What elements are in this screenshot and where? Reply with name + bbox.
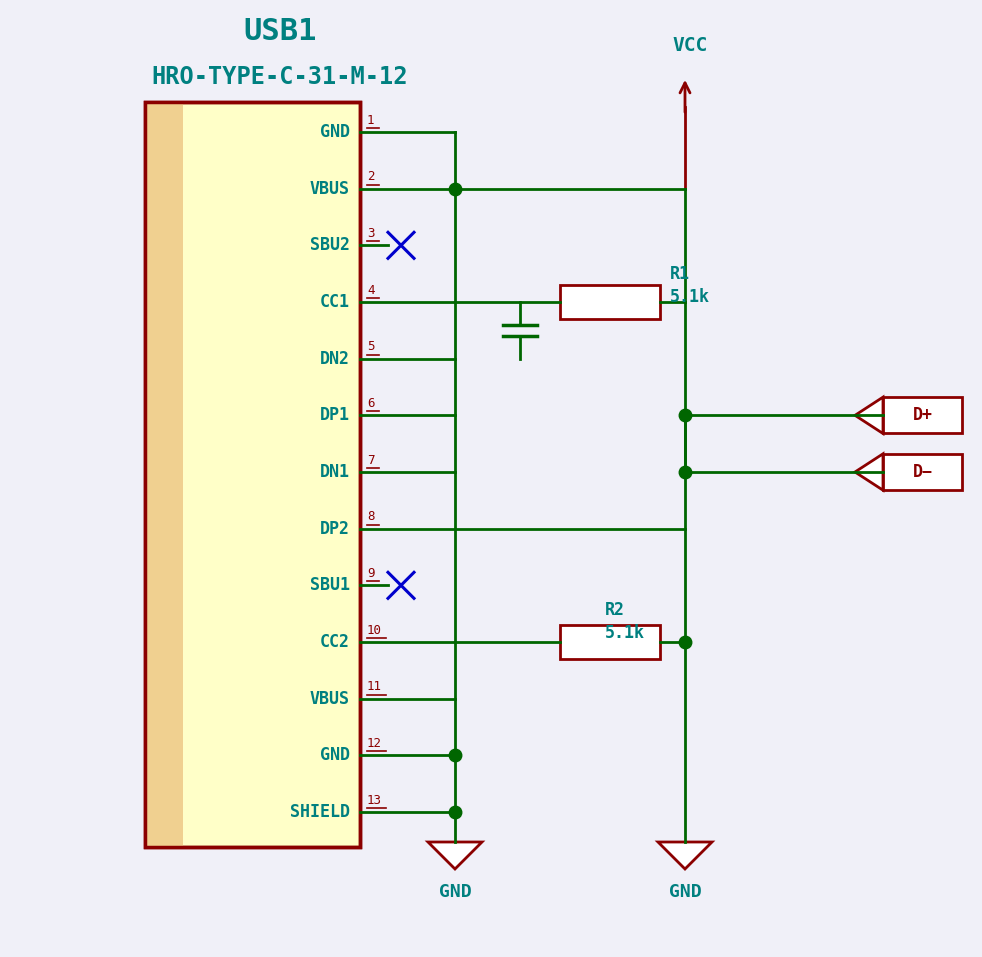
Text: D−: D− [912,463,933,481]
Text: VBUS: VBUS [310,690,350,707]
Text: HRO-TYPE-C-31-M-12: HRO-TYPE-C-31-M-12 [152,65,409,89]
Bar [560,625,660,659]
Text: R2: R2 [605,601,625,619]
Text: VCC: VCC [673,36,708,55]
Text: GND: GND [669,883,701,901]
Text: SBU2: SBU2 [310,236,350,255]
Text: GND: GND [439,883,471,901]
Text: 10: 10 [367,624,382,636]
Text: 7: 7 [367,454,374,466]
Text: DP1: DP1 [320,407,350,424]
Text: VBUS: VBUS [310,180,350,198]
Polygon shape [855,454,883,490]
Text: SBU1: SBU1 [310,576,350,594]
Text: R1: R1 [670,265,690,283]
Text: DN2: DN2 [320,349,350,367]
Text: 13: 13 [367,793,382,807]
Text: 9: 9 [367,567,374,580]
Text: 6: 6 [367,397,374,410]
Text: 1: 1 [367,114,374,126]
Bar [145,102,183,847]
Text: 4: 4 [367,283,374,297]
Text: SHIELD: SHIELD [290,803,350,821]
Polygon shape [428,842,482,869]
Text: USB1: USB1 [244,17,317,47]
Text: 12: 12 [367,737,382,750]
Text: 8: 8 [367,510,374,523]
Text: DP2: DP2 [320,520,350,538]
Text: DN1: DN1 [320,463,350,481]
Text: 5.1k: 5.1k [670,288,710,306]
Text: D+: D+ [912,407,933,424]
Text: 5.1k: 5.1k [605,624,645,642]
Polygon shape [855,397,883,434]
Text: 5: 5 [367,340,374,353]
Bar [560,285,660,319]
Text: CC2: CC2 [320,633,350,651]
Bar [883,454,962,490]
Text: 2: 2 [367,170,374,183]
Text: 11: 11 [367,680,382,693]
Bar [883,397,962,434]
Polygon shape [658,842,712,869]
Text: CC1: CC1 [320,293,350,311]
Text: 3: 3 [367,227,374,240]
Text: GND: GND [320,123,350,141]
Bar [145,102,360,847]
Text: GND: GND [320,746,350,765]
Bar [145,102,360,847]
